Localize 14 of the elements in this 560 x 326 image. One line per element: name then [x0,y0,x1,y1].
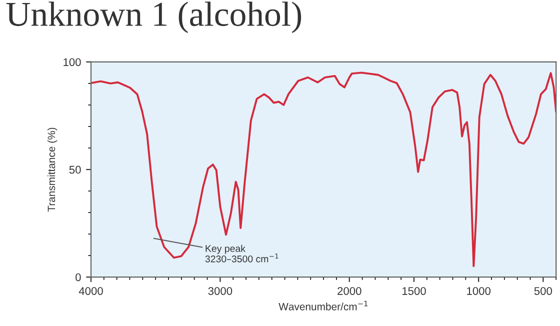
chart-title: Unknown 1 (alcohol) [6,2,302,34]
x-axis-title: Wavenumber/cm$^{−1}$ [278,300,368,310]
x-tick-label: 500 [534,287,552,295]
y-tick-label: 0 [76,273,81,282]
x-tick-label: 2000 [338,287,362,295]
y-axis-title: Transmittance (%) [47,128,58,212]
x-tick-label: 1500 [402,287,426,295]
y-tick-label: 50 [69,166,81,174]
x-tick-label: 3000 [208,287,232,295]
annotation: Key peak 3230–3500 cm$^{−1}$ [205,244,278,262]
x-tick-label: 1000 [467,287,490,295]
line-series [91,72,556,268]
y-tick-label: 100 [64,58,81,66]
x-tick-label: 4000 [78,287,103,295]
